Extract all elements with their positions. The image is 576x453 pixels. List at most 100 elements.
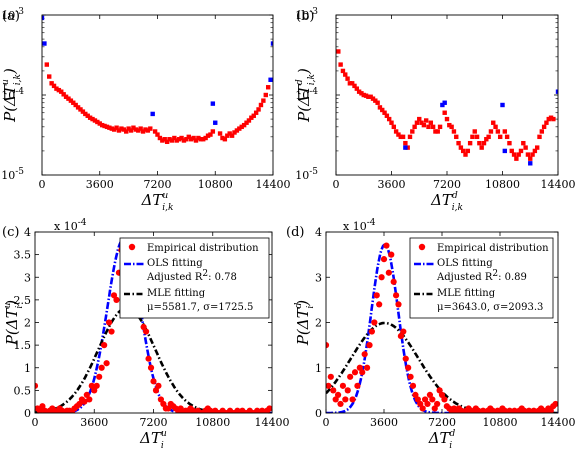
red-data-point [382,110,387,115]
y-label-sup: d [294,302,304,308]
red-data-point [426,124,431,130]
red-data-point [208,132,213,137]
x-label-sub: i [449,441,452,451]
red-data-point [56,87,62,93]
red-data-point [76,400,83,408]
fit-curves [326,243,558,413]
red-data-point [376,301,383,308]
y-tick-label: 2 [315,317,322,330]
legend-r2-prefix: Adjusted R [436,272,493,283]
red-data-point [114,125,119,130]
red-data-point [384,113,390,118]
red-data-point [54,86,59,91]
red-data-point [83,111,88,117]
x-label-main: ΔT [141,191,164,209]
red-data-point [363,364,371,371]
red-data-point [97,121,102,126]
red-data-point [39,403,46,410]
red-data-point [486,134,491,140]
x-label-main: ΔT [428,429,451,447]
red-data-point [220,135,225,141]
red-data-point [47,74,52,79]
y-tick-label: 4 [24,226,31,239]
x-tick-label: 14400 [541,416,576,429]
red-data-point [410,129,415,134]
y-tick-label: 4 [315,226,322,239]
red-data-point [92,118,98,123]
red-data-point [421,122,427,128]
red-data-point [261,98,266,103]
x-axis-label: ΔTd i,k [430,191,463,213]
red-data-point [534,145,540,150]
red-data-point [157,396,165,403]
x-tick-label: 3600 [80,416,108,429]
red-data-point [458,145,464,150]
red-data-point [68,98,74,103]
red-data-point [465,148,471,154]
blue-data-point [440,102,445,108]
data-points [326,242,558,413]
red-data-point [356,89,362,94]
red-data-point [385,269,392,276]
red-data-point [111,127,117,132]
red-data-point [102,123,107,129]
red-data-point [407,373,414,380]
red-data-point [63,94,69,99]
red-data-point [99,122,105,128]
y-tick-label: 10-4 [295,87,318,102]
red-data-point [349,81,355,86]
red-data-point [83,391,90,398]
red-data-point [451,129,457,134]
mle-fit-curve [326,321,558,413]
red-data-point [104,124,110,130]
red-data-point [210,129,216,134]
red-data-point [136,128,141,133]
y-tick-label: 10-5 [1,167,24,182]
red-data-point [152,129,158,134]
red-data-point [377,105,383,110]
red-data-point [537,134,542,140]
blue-data-point [500,102,505,108]
red-data-point [140,129,146,134]
y-tick-exp: -4 [309,87,318,97]
x-label-sup: u [161,429,167,439]
red-data-point [126,126,131,131]
red-data-point [256,107,261,112]
red-data-point [86,396,93,403]
red-data-point [73,102,78,108]
y-tick-label: 3.5 [14,249,32,262]
red-data-point [441,396,448,403]
red-data-point [373,98,378,103]
red-data-point [181,138,187,143]
x-label-sup: d [452,191,458,201]
red-data-point [217,131,223,136]
legend-r2-prefix: Adjusted R [146,272,203,283]
red-data-point [113,296,120,303]
red-data-point [198,137,204,142]
legend-r2-sup: 2 [492,269,498,279]
red-data-point [361,92,366,98]
red-data-point [460,148,466,154]
red-data-point [484,137,489,142]
red-data-point [249,115,254,120]
red-data-point [150,378,157,385]
red-data-point [157,135,163,141]
x-tick-label: 0 [323,416,330,429]
panel-d: (d) 0 3600 7200 10800 14400 0 1 2 3 4 x 10-4 Empiric… [286,218,576,451]
red-data-point [354,86,360,91]
red-data-point [234,128,240,133]
red-data-point [155,382,162,389]
red-data-point [504,134,510,140]
red-data-point [390,278,397,285]
red-data-point [143,127,148,132]
red-data-point [121,211,127,217]
red-data-point [361,351,368,358]
red-data-point [124,129,129,134]
x-tick-label: 7200 [140,416,168,429]
y-tick-base: 10 [295,9,309,22]
red-data-point [169,138,175,143]
red-data-point [91,387,98,394]
red-data-point [488,129,494,134]
red-data-point [511,152,517,157]
